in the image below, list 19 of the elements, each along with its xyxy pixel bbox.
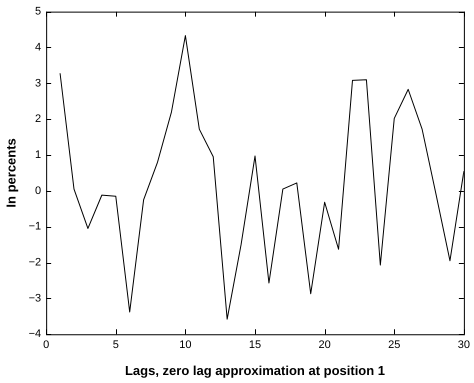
x-tick-label: 5 [112,338,119,351]
x-tick-label: 10 [179,338,192,351]
y-axis-title: In percents [3,138,18,208]
y-tick-label: −2 [28,256,42,269]
y-tick-label: 5 [35,6,42,18]
x-tick-label: 15 [248,338,262,351]
x-tick-label: 20 [318,338,331,351]
y-tick-label: 4 [35,41,42,54]
y-tick-label: 1 [35,149,42,162]
x-tick-label: 0 [43,338,50,351]
x-tick-label: 30 [458,338,470,351]
y-tick-label: −4 [28,328,42,340]
y-tick-label: −1 [28,220,42,233]
y-tick-label: 2 [35,113,42,126]
y-tick-label: −3 [28,292,42,304]
y-tick-label: 0 [35,184,42,197]
x-axis-title: Lags, zero lag approximation at position 1 [124,362,386,378]
y-tick-label: 3 [35,77,42,90]
x-tick-label: 25 [388,338,400,351]
